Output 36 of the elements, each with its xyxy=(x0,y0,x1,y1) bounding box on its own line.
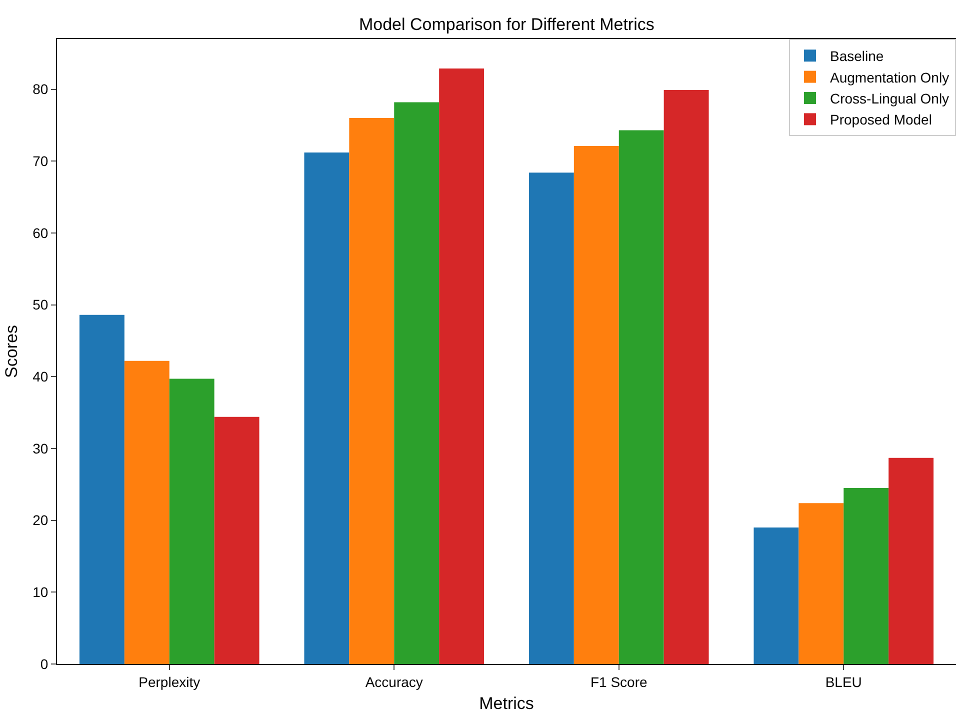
y-tick-label: 70 xyxy=(32,153,48,170)
y-tick-label: 40 xyxy=(32,368,48,385)
bar xyxy=(888,458,934,664)
y-axis-title: Scores xyxy=(2,325,22,378)
x-tick-label: F1 Score xyxy=(590,674,648,690)
bar xyxy=(349,118,394,664)
legend-label: Cross-Lingual Only xyxy=(830,90,950,106)
legend-label: Augmentation Only xyxy=(830,69,950,86)
bar xyxy=(169,378,214,664)
y-tick-label: 0 xyxy=(40,656,48,672)
bar xyxy=(574,146,619,664)
y-tick-label: 30 xyxy=(32,440,48,456)
bar xyxy=(618,130,664,664)
chart-title: Model Comparison for Different Metrics xyxy=(358,14,654,34)
y-tick-label: 20 xyxy=(32,512,48,528)
legend-label: Proposed Model xyxy=(830,112,932,128)
bar xyxy=(304,152,350,664)
bar xyxy=(214,416,260,664)
bar xyxy=(754,528,799,664)
y-tick-label: 80 xyxy=(32,81,48,98)
bar xyxy=(124,360,170,664)
bar xyxy=(394,102,440,664)
bar xyxy=(664,90,709,664)
x-tick-label: BLEU xyxy=(825,674,862,690)
legend-label: Baseline xyxy=(830,48,884,64)
y-tick-label: 10 xyxy=(32,584,48,600)
x-axis-title: Metrics xyxy=(479,694,534,714)
bar xyxy=(798,503,844,664)
y-tick-label: 60 xyxy=(32,224,48,241)
bar xyxy=(528,172,574,664)
bar xyxy=(439,68,484,664)
x-tick-label: Accuracy xyxy=(365,674,423,690)
y-tick-label: 50 xyxy=(32,296,48,313)
bar xyxy=(79,314,124,664)
x-tick-label: Perplexity xyxy=(138,674,200,690)
bar xyxy=(844,488,889,664)
